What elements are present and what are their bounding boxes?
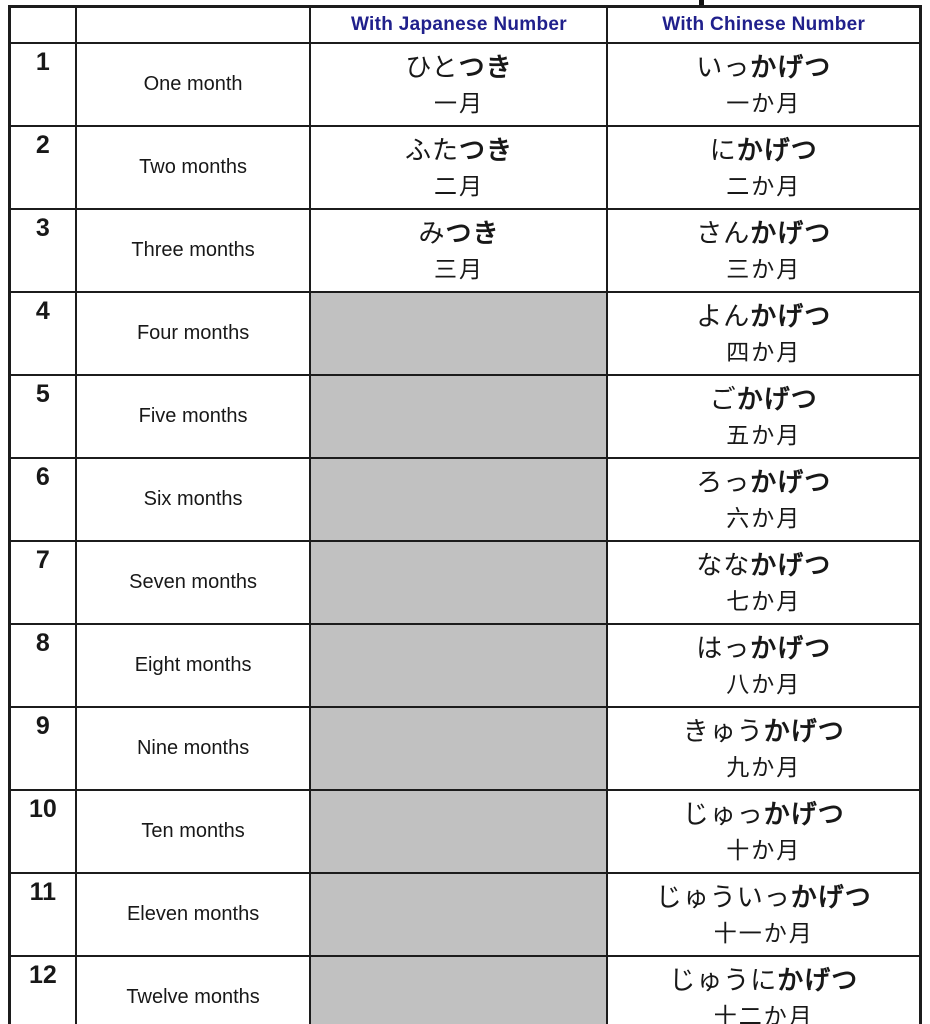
chinese-number-cell: ごかげつ 五か月	[606, 374, 922, 459]
table-row: 7 Seven months ななかげつ 七か月	[8, 540, 922, 625]
table-row: 2 Two months ふたつき 二月 にかげつ 二か月	[8, 125, 922, 210]
japanese-number-cell: ひとつき 一月	[309, 42, 609, 127]
chinese-number-cell: ろっかげつ 六か月	[606, 457, 922, 542]
row-number: 11	[8, 872, 77, 957]
english-label: Three months	[74, 208, 312, 293]
chinese-reading: きゅうかげつ	[682, 716, 845, 747]
header-english-cell	[74, 5, 312, 44]
chinese-number-cell: いっかげつ 一か月	[606, 42, 922, 127]
chinese-kanji: 八か月	[726, 670, 802, 697]
chinese-number-cell: よんかげつ 四か月	[606, 291, 922, 376]
table-row: 1 One month ひとつき 一月 いっかげつ 一か月	[8, 42, 922, 127]
english-label: Four months	[74, 291, 312, 376]
chinese-reading: じゅういっかげつ	[655, 882, 872, 913]
chinese-reading: じゅうにかげつ	[669, 965, 859, 996]
chinese-kanji: 十一か月	[713, 919, 814, 946]
chinese-number-cell: じゅういっかげつ 十一か月	[606, 872, 922, 957]
months-table: With Japanese Number With Chinese Number…	[8, 5, 922, 1024]
row-number: 8	[8, 623, 77, 708]
table-row: 8 Eight months はっかげつ 八か月	[8, 623, 922, 708]
row-number: 7	[8, 540, 77, 625]
chinese-number-cell: にかげつ 二か月	[606, 125, 922, 210]
japanese-reading: ふたつき	[404, 135, 513, 166]
chinese-kanji: 二か月	[726, 172, 802, 199]
english-label: Nine months	[74, 706, 312, 791]
chinese-reading: ろっかげつ	[696, 467, 832, 498]
chinese-kanji: 十二か月	[713, 1002, 814, 1024]
japanese-kanji: 二月	[433, 172, 484, 199]
japanese-number-cell: ふたつき 二月	[309, 125, 609, 210]
english-label: Ten months	[74, 789, 312, 874]
table-row: 12 Twelve months じゅうにかげつ 十二か月	[8, 955, 922, 1024]
chinese-number-cell: さんかげつ 三か月	[606, 208, 922, 293]
english-label: One month	[74, 42, 312, 127]
chinese-kanji: 三か月	[726, 255, 802, 282]
header-chinese-number: With Chinese Number	[606, 5, 922, 44]
row-number: 12	[8, 955, 77, 1024]
japanese-reading: みつき	[418, 218, 500, 249]
row-number: 4	[8, 291, 77, 376]
japanese-kanji: 三月	[433, 255, 484, 282]
row-number: 6	[8, 457, 77, 542]
table-row: 5 Five months ごかげつ 五か月	[8, 374, 922, 459]
chinese-reading: いっかげつ	[696, 52, 832, 83]
english-label: Six months	[74, 457, 312, 542]
chinese-number-cell: じゅうにかげつ 十二か月	[606, 955, 922, 1024]
table-row: 6 Six months ろっかげつ 六か月	[8, 457, 922, 542]
header-japanese-number: With Japanese Number	[309, 5, 609, 44]
chinese-kanji: 四か月	[726, 338, 802, 365]
japanese-number-cell: みつき 三月	[309, 208, 609, 293]
table-row: 3 Three months みつき 三月 さんかげつ 三か月	[8, 208, 922, 293]
chinese-reading: ごかげつ	[709, 384, 818, 415]
japanese-number-cell	[309, 706, 609, 791]
row-number: 3	[8, 208, 77, 293]
chinese-kanji: 九か月	[726, 753, 802, 780]
english-label: Two months	[74, 125, 312, 210]
japanese-number-cell	[309, 623, 609, 708]
japanese-number-cell	[309, 872, 609, 957]
table-header-row: With Japanese Number With Chinese Number	[8, 5, 922, 44]
chinese-reading: さんかげつ	[696, 218, 832, 249]
chinese-kanji: 五か月	[726, 421, 802, 448]
chinese-number-cell: きゅうかげつ 九か月	[606, 706, 922, 791]
chinese-reading: よんかげつ	[696, 301, 832, 332]
chinese-number-cell: じゅっかげつ 十か月	[606, 789, 922, 874]
japanese-number-cell	[309, 374, 609, 459]
chinese-kanji: 一か月	[726, 89, 802, 116]
japanese-number-cell	[309, 540, 609, 625]
table-row: 4 Four months よんかげつ 四か月	[8, 291, 922, 376]
chinese-reading: にかげつ	[709, 135, 818, 166]
chinese-kanji: 六か月	[726, 504, 802, 531]
english-label: Eleven months	[74, 872, 312, 957]
header-number-cell	[8, 5, 77, 44]
chinese-number-cell: はっかげつ 八か月	[606, 623, 922, 708]
japanese-number-cell	[309, 457, 609, 542]
english-label: Eight months	[74, 623, 312, 708]
japanese-number-cell	[309, 955, 609, 1024]
table-row: 10 Ten months じゅっかげつ 十か月	[8, 789, 922, 874]
chinese-number-cell: ななかげつ 七か月	[606, 540, 922, 625]
chinese-reading: はっかげつ	[696, 633, 832, 664]
chinese-reading: じゅっかげつ	[682, 799, 845, 830]
english-label: Twelve months	[74, 955, 312, 1024]
table-row: 9 Nine months きゅうかげつ 九か月	[8, 706, 922, 791]
english-label: Five months	[74, 374, 312, 459]
row-number: 1	[8, 42, 77, 127]
chinese-kanji: 七か月	[726, 587, 802, 614]
table-row: 11 Eleven months じゅういっかげつ 十一か月	[8, 872, 922, 957]
row-number: 5	[8, 374, 77, 459]
row-number: 2	[8, 125, 77, 210]
chinese-reading: ななかげつ	[696, 550, 832, 581]
english-label: Seven months	[74, 540, 312, 625]
japanese-reading: ひとつき	[405, 52, 513, 83]
japanese-number-cell	[309, 789, 609, 874]
row-number: 10	[8, 789, 77, 874]
japanese-kanji: 一月	[433, 89, 484, 116]
chinese-kanji: 十か月	[726, 836, 802, 863]
cropped-text-remnant	[699, 0, 704, 7]
row-number: 9	[8, 706, 77, 791]
japanese-number-cell	[309, 291, 609, 376]
